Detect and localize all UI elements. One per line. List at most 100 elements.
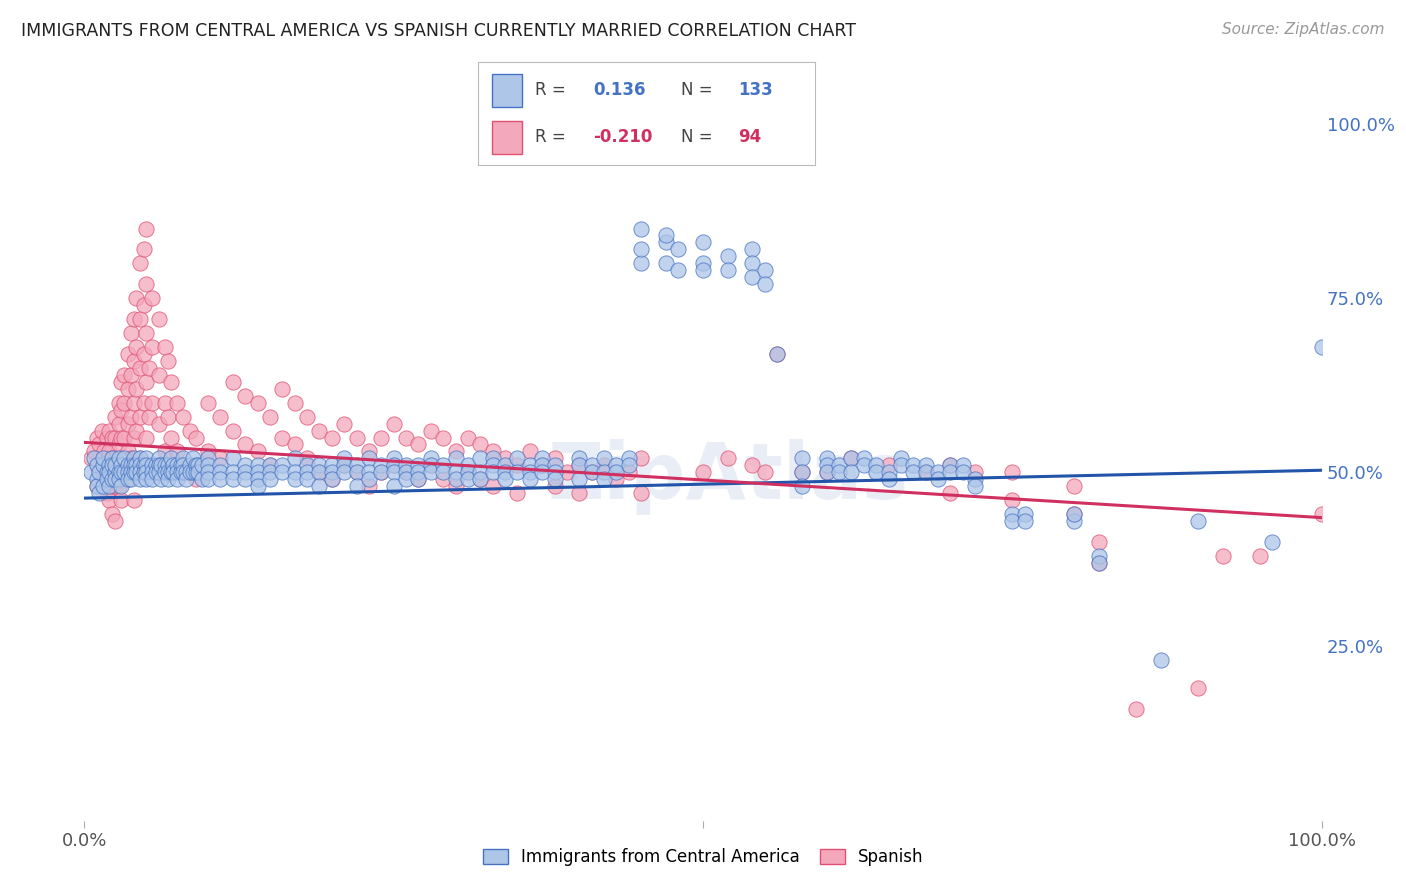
Point: [1212, 549, 1234, 563]
Point: [129, 256, 152, 270]
Point: [145, 458, 167, 473]
Point: [815, 466, 838, 480]
Point: [153, 395, 176, 409]
Point: [284, 472, 307, 486]
Point: [135, 375, 157, 389]
Point: [1063, 514, 1085, 528]
Point: [132, 458, 155, 473]
Point: [166, 472, 188, 486]
Point: [100, 479, 122, 493]
Point: [148, 466, 170, 480]
Point: [346, 479, 368, 493]
Point: [108, 417, 131, 431]
Point: [181, 451, 204, 466]
Point: [1063, 507, 1085, 521]
Point: [927, 472, 949, 486]
Point: [90, 424, 112, 438]
Point: [481, 479, 503, 493]
Point: [120, 451, 142, 466]
Point: [157, 458, 180, 473]
Point: [233, 389, 256, 403]
Point: [129, 466, 152, 480]
Point: [346, 430, 368, 444]
Point: [903, 466, 925, 480]
Point: [605, 472, 627, 486]
Point: [120, 472, 142, 486]
Point: [568, 451, 591, 466]
Point: [157, 472, 180, 486]
Point: [408, 466, 430, 480]
Point: [308, 466, 330, 480]
Point: [692, 466, 714, 480]
Point: [531, 451, 554, 466]
Point: [125, 291, 148, 305]
Point: [470, 466, 492, 480]
Point: [129, 312, 152, 326]
Point: [162, 466, 184, 480]
Point: [519, 444, 541, 458]
Point: [444, 466, 467, 480]
Point: [395, 430, 418, 444]
Point: [543, 472, 565, 486]
Point: [135, 451, 157, 466]
Point: [605, 466, 627, 480]
Point: [86, 479, 108, 493]
Point: [98, 444, 121, 458]
Point: [233, 437, 256, 451]
Point: [117, 472, 139, 486]
Point: [754, 466, 776, 480]
Point: [568, 458, 591, 473]
Point: [333, 451, 356, 466]
Point: [110, 451, 132, 466]
Point: [172, 458, 194, 473]
Point: [172, 458, 194, 473]
Point: [108, 466, 131, 480]
Point: [104, 466, 127, 480]
Point: [432, 430, 454, 444]
Point: [295, 458, 318, 473]
Point: [382, 466, 405, 480]
Point: [457, 430, 479, 444]
Point: [408, 437, 430, 451]
Point: [271, 458, 294, 473]
Point: [125, 340, 148, 354]
Point: [160, 375, 183, 389]
Point: [692, 263, 714, 277]
Point: [790, 479, 813, 493]
Point: [91, 479, 114, 493]
Point: [222, 472, 245, 486]
Point: [100, 451, 122, 466]
Text: N =: N =: [681, 128, 711, 146]
Point: [481, 451, 503, 466]
Point: [153, 458, 176, 473]
Point: [166, 466, 188, 480]
Point: [408, 472, 430, 486]
Point: [593, 451, 616, 466]
Point: [419, 424, 441, 438]
Point: [841, 451, 863, 466]
Point: [531, 458, 554, 473]
Point: [160, 451, 183, 466]
Point: [828, 458, 851, 473]
Point: [692, 235, 714, 250]
Point: [655, 256, 678, 270]
Point: [605, 458, 627, 473]
Point: [89, 466, 111, 480]
Point: [815, 466, 838, 480]
Point: [395, 466, 418, 480]
Point: [370, 466, 392, 480]
Legend: Immigrants from Central America, Spanish: Immigrants from Central America, Spanish: [474, 839, 932, 874]
Point: [100, 466, 122, 480]
Point: [209, 472, 232, 486]
Point: [153, 444, 176, 458]
Point: [890, 458, 912, 473]
Point: [117, 458, 139, 473]
Point: [717, 249, 740, 263]
Text: -0.210: -0.210: [593, 128, 652, 146]
Point: [209, 451, 232, 466]
Point: [481, 466, 503, 480]
Point: [630, 221, 652, 235]
Point: [308, 466, 330, 480]
Point: [110, 458, 132, 473]
Point: [543, 479, 565, 493]
